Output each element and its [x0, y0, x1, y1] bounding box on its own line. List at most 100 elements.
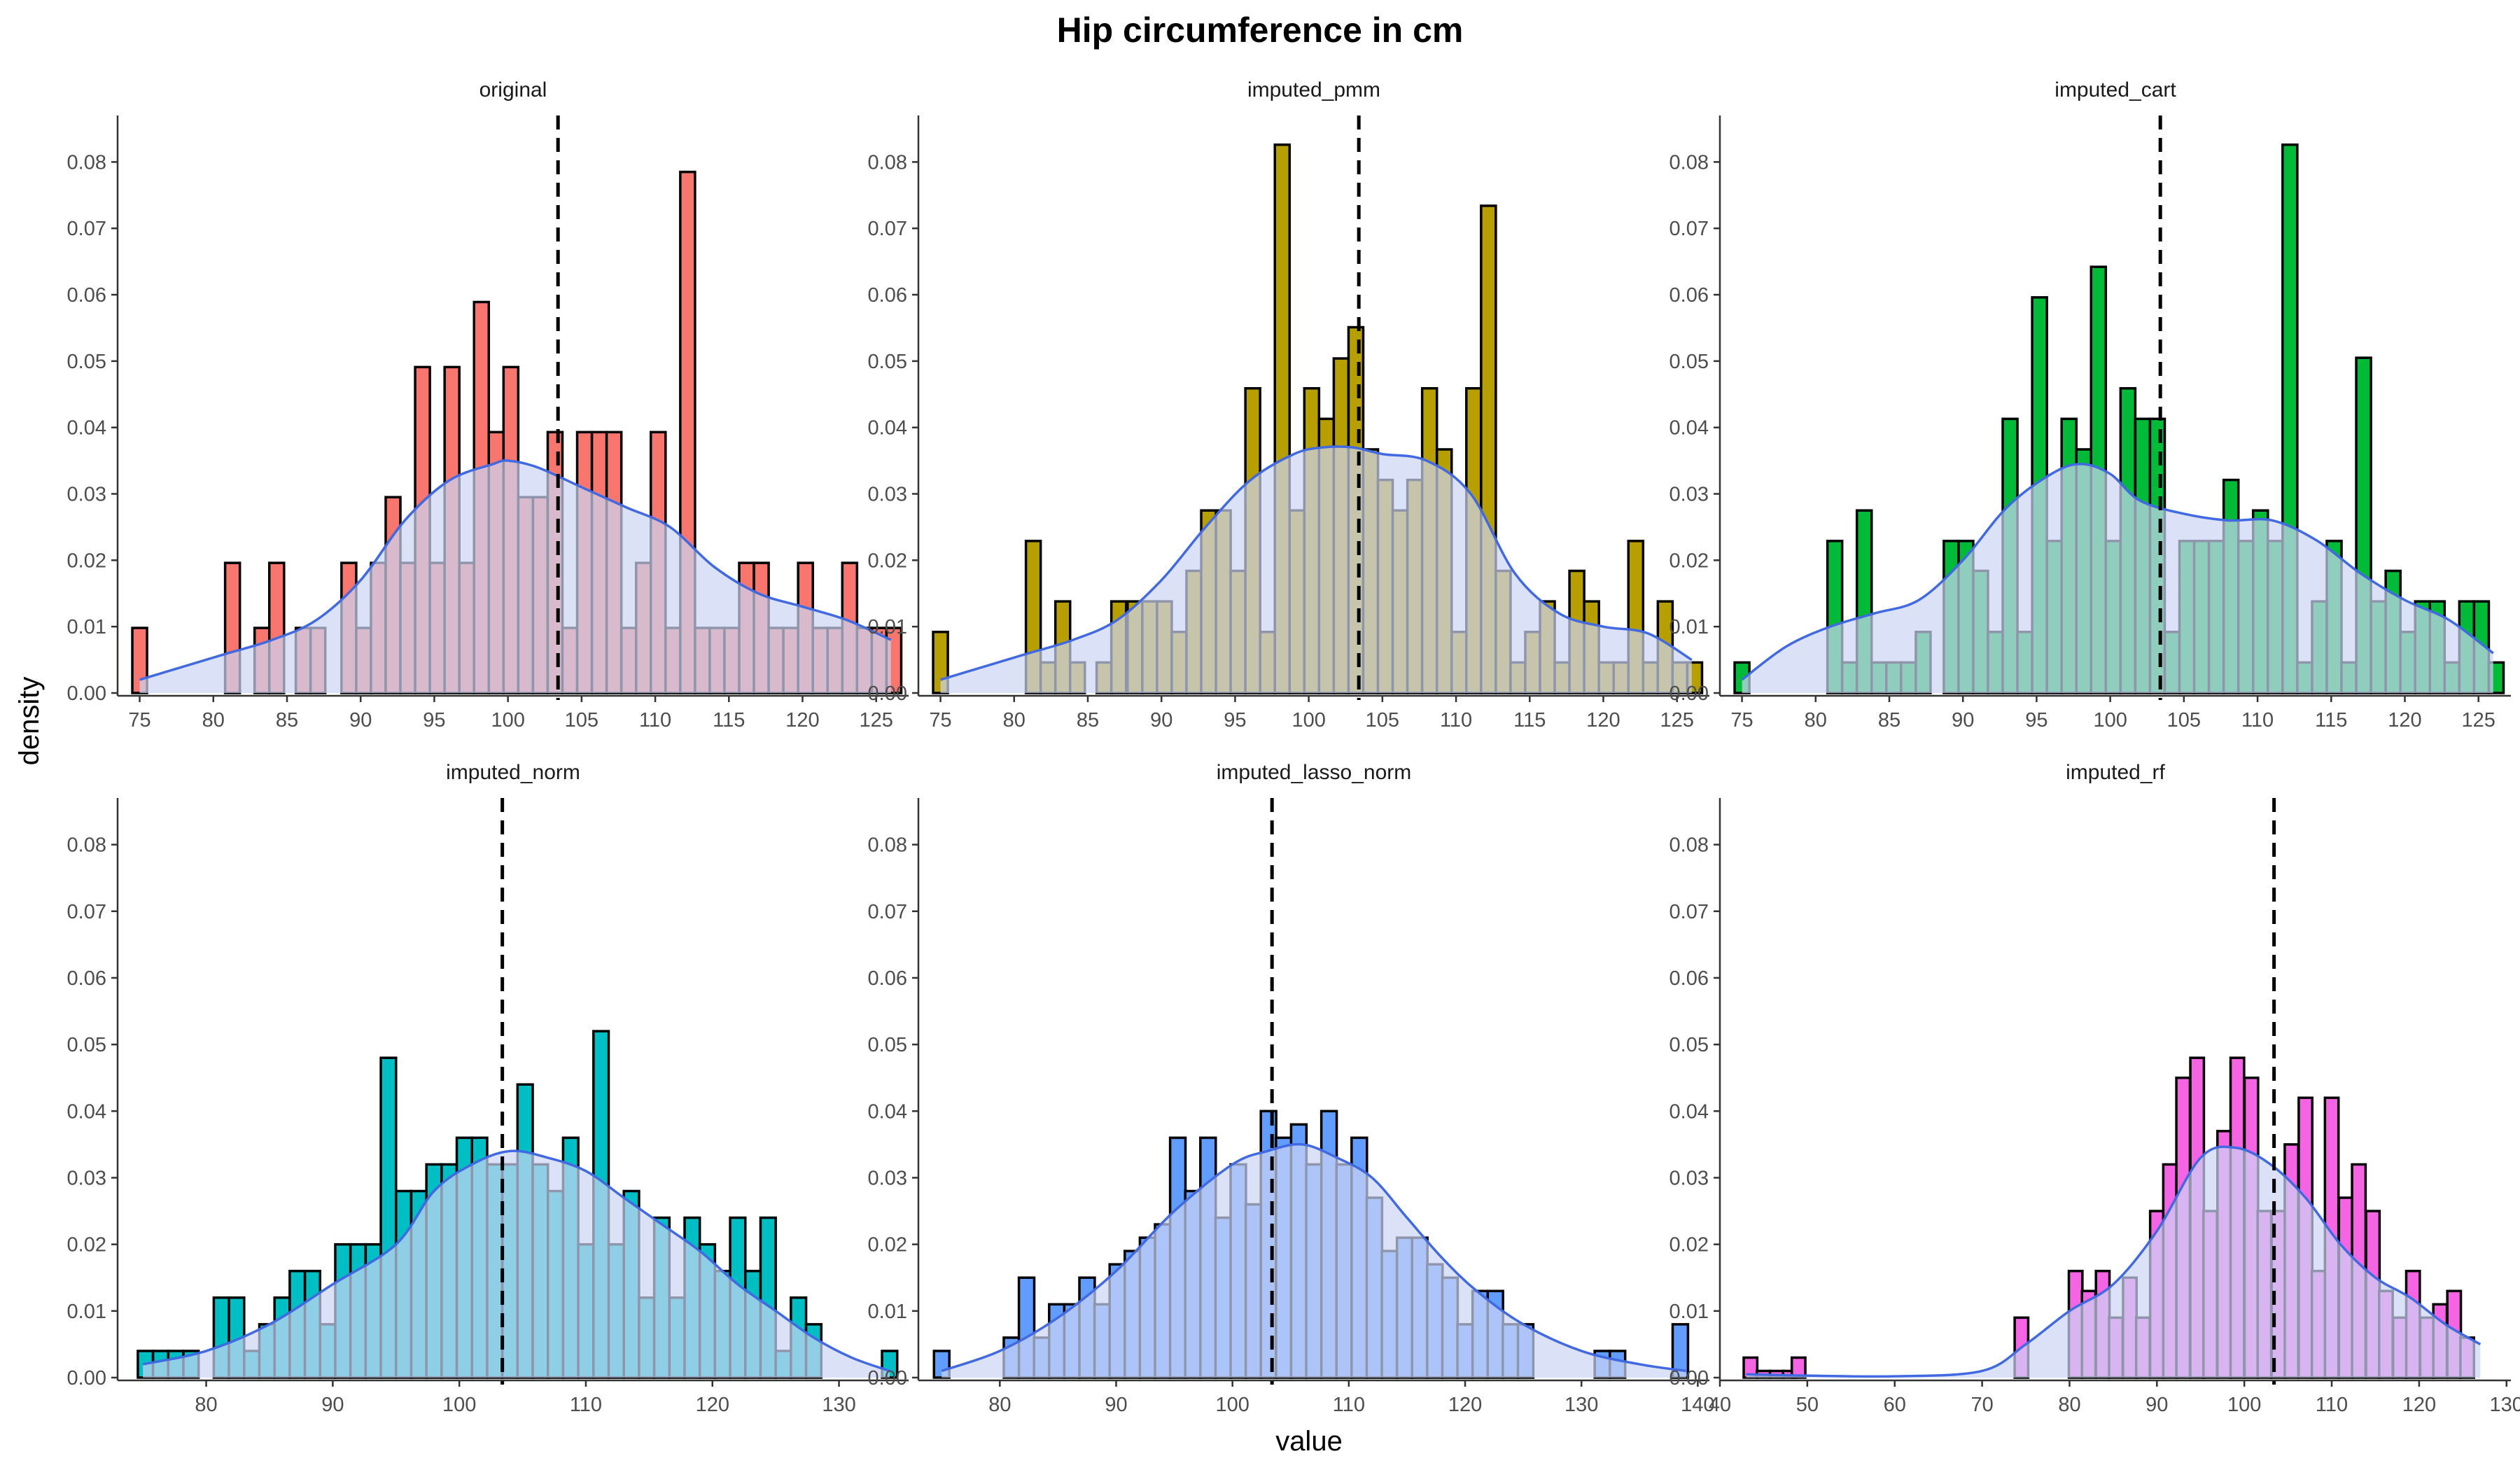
x-tick-label: 100: [2093, 709, 2127, 732]
x-tick-label: 110: [1440, 709, 1472, 732]
facet-label: imputed_pmm: [1247, 78, 1380, 102]
x-tick-label: 100: [491, 709, 524, 732]
y-tick-label: 0.03: [868, 1167, 907, 1189]
y-tick-label: 0.06: [868, 967, 907, 990]
facet-panel-original: original 75 80 85 90 95 100 105 110 115 120 125 0.00…: [67, 78, 909, 732]
density-area: [1746, 1147, 2481, 1378]
x-tick-label: 100: [2227, 1394, 2261, 1416]
y-tick-label: 0.02: [67, 550, 106, 572]
facet-label: imputed_cart: [2054, 78, 2176, 102]
density-area: [143, 1151, 890, 1378]
y-tick-label: 0.07: [67, 901, 106, 923]
y-tick-label: 0.01: [1670, 1301, 1709, 1323]
x-tick-label: 120: [1448, 1394, 1482, 1416]
y-tick-label: 0.00: [67, 682, 106, 705]
x-tick-label: 85: [276, 709, 298, 732]
x-tick-label: 115: [713, 709, 745, 732]
density-line: [142, 1149, 890, 1373]
x-tick-label: 85: [1878, 709, 1900, 732]
y-tick-label: 0.02: [1670, 550, 1709, 572]
x-tick-label: 80: [202, 709, 225, 732]
y-tick-label: 0.01: [67, 1301, 106, 1323]
y-tick-label: 0.00: [1670, 1367, 1709, 1390]
y-tick-label: 0.07: [868, 218, 907, 240]
x-tick-label: 90: [2146, 1394, 2168, 1416]
x-tick-label: 80: [1003, 709, 1026, 732]
density-line: [940, 445, 1693, 681]
y-tick-label: 0.04: [67, 417, 106, 440]
density-area: [1742, 463, 2493, 693]
y-tick-label: 0.04: [868, 1100, 907, 1123]
x-tick-label: 80: [195, 1394, 217, 1416]
x-tick-label: 105: [1366, 709, 1399, 732]
y-tick-label: 0.06: [1670, 967, 1709, 990]
density-line: [1741, 463, 2494, 681]
y-tick-label: 0.00: [1670, 682, 1709, 705]
y-tick-label: 0.05: [868, 351, 907, 373]
y-tick-label: 0.07: [1670, 901, 1709, 923]
facet-panel-imputed-pmm: imputed_pmm 75 80 85 90 95 100 105 110 115 120 125 0…: [868, 78, 1709, 732]
y-tick-label: 0.01: [868, 616, 907, 638]
x-tick-label: 110: [2316, 1394, 2348, 1416]
y-tick-label: 0.08: [67, 151, 106, 174]
density-area: [941, 1144, 1686, 1378]
x-tick-label: 90: [1105, 1394, 1127, 1416]
y-tick-label: 0.08: [67, 834, 106, 857]
facet-panel-imputed-lasso-norm: imputed_lasso_norm 80 90 100 110 120 130 140 0.0…: [868, 761, 1715, 1416]
y-tick-label: 0.05: [67, 351, 106, 373]
x-tick-label: 110: [1333, 1394, 1365, 1416]
x-tick-label: 95: [1224, 709, 1246, 732]
x-tick-label: 60: [1884, 1394, 1906, 1416]
x-tick-label: 105: [2167, 709, 2201, 732]
y-tick-label: 0.08: [1670, 151, 1709, 174]
y-tick-label: 0.07: [67, 218, 106, 240]
x-axis-title: value: [1275, 1426, 1343, 1457]
x-tick-label: 80: [1805, 709, 1827, 732]
facet-panel-imputed-rf: imputed_rf 40 50 60 70 80 90 100 110 120 130 0.00 0.…: [1670, 761, 2520, 1416]
y-tick-label: 0.03: [67, 484, 106, 506]
x-tick-label: 50: [1796, 1394, 1819, 1416]
density-area: [139, 460, 891, 693]
facet-label: original: [479, 78, 547, 102]
y-tick-label: 0.05: [1670, 351, 1709, 373]
x-tick-label: 80: [988, 1394, 1011, 1416]
y-axis-title: density: [14, 677, 45, 766]
y-tick-label: 0.00: [868, 682, 907, 705]
x-tick-label: 75: [929, 709, 951, 732]
x-tick-label: 110: [2241, 709, 2274, 732]
y-tick-label: 0.02: [868, 1234, 907, 1256]
x-tick-label: 130: [1564, 1394, 1598, 1416]
x-tick-label: 90: [1952, 709, 1974, 732]
facet-label: imputed_lasso_norm: [1217, 761, 1411, 784]
facet-panel-imputed-cart: imputed_cart 75 80 85 90 95 100 105 110 115 120 125…: [1670, 78, 2511, 732]
y-tick-label: 0.02: [868, 550, 907, 572]
y-tick-label: 0.04: [1670, 417, 1709, 440]
y-tick-label: 0.00: [67, 1367, 106, 1390]
y-tick-label: 0.08: [1670, 834, 1709, 857]
x-tick-label: 75: [1730, 709, 1753, 732]
x-tick-label: 95: [423, 709, 445, 732]
y-tick-label: 0.04: [1670, 1100, 1709, 1123]
x-tick-label: 95: [2025, 709, 2047, 732]
x-tick-label: 40: [1709, 1394, 1731, 1416]
y-tick-label: 0.05: [67, 1034, 106, 1056]
x-tick-label: 125: [2462, 709, 2496, 732]
x-tick-label: 120: [2402, 1394, 2436, 1416]
x-tick-label: 140: [1681, 1394, 1714, 1416]
x-tick-label: 120: [785, 709, 819, 732]
y-tick-label: 0.07: [868, 901, 907, 923]
y-tick-label: 0.06: [868, 284, 907, 307]
x-tick-label: 110: [639, 709, 671, 732]
x-tick-label: 115: [1513, 709, 1546, 732]
x-tick-label: 70: [1970, 1394, 1993, 1416]
x-tick-label: 90: [321, 1394, 344, 1416]
x-tick-label: 75: [128, 709, 150, 732]
y-tick-label: 0.08: [868, 151, 907, 174]
density-line: [139, 459, 892, 681]
y-tick-label: 0.03: [868, 484, 907, 506]
facet-panels: original 75 80 85 90 95 100 105 110 115 120 125 0.00…: [67, 78, 2520, 1416]
x-tick-label: 100: [442, 1394, 476, 1416]
y-tick-label: 0.03: [1670, 1167, 1709, 1189]
